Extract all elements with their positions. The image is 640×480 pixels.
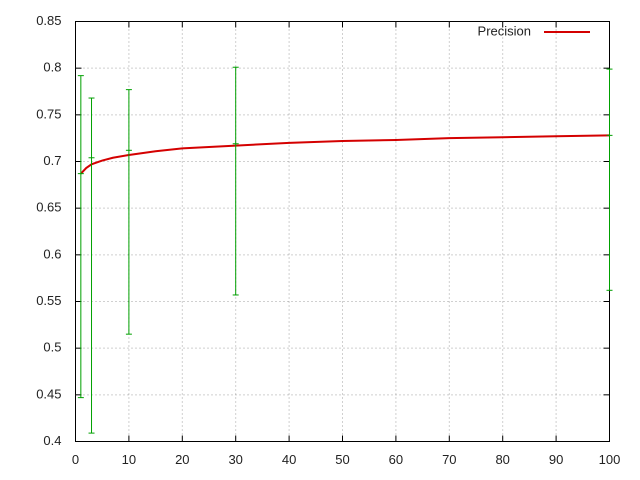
x-tick-label: 100	[599, 452, 621, 467]
y-tick-label: 0.45	[36, 386, 61, 401]
y-tick-label: 0.55	[36, 293, 61, 308]
y-tick-label: 0.5	[43, 340, 61, 355]
y-tick-label: 0.85	[36, 13, 61, 28]
y-tick-label: 0.4	[43, 433, 61, 448]
y-tick-label: 0.75	[36, 106, 61, 121]
x-tick-label: 60	[389, 452, 403, 467]
x-tick-label: 50	[335, 452, 349, 467]
legend-label: Precision	[478, 23, 531, 38]
y-tick-label: 0.6	[43, 246, 61, 261]
x-tick-label: 70	[442, 452, 456, 467]
y-tick-label: 0.65	[36, 200, 61, 215]
x-tick-label: 10	[122, 452, 136, 467]
x-tick-label: 20	[175, 452, 189, 467]
y-tick-label: 0.7	[43, 153, 61, 168]
line	[80, 134, 610, 175]
x-tick-label: 30	[228, 452, 242, 467]
x-tick-label: 80	[495, 452, 509, 467]
x-tick-label: 90	[549, 452, 563, 467]
x-tick-label: 40	[282, 452, 296, 467]
y-tick-label: 0.8	[43, 60, 61, 75]
x-tick-label: 0	[72, 452, 79, 467]
